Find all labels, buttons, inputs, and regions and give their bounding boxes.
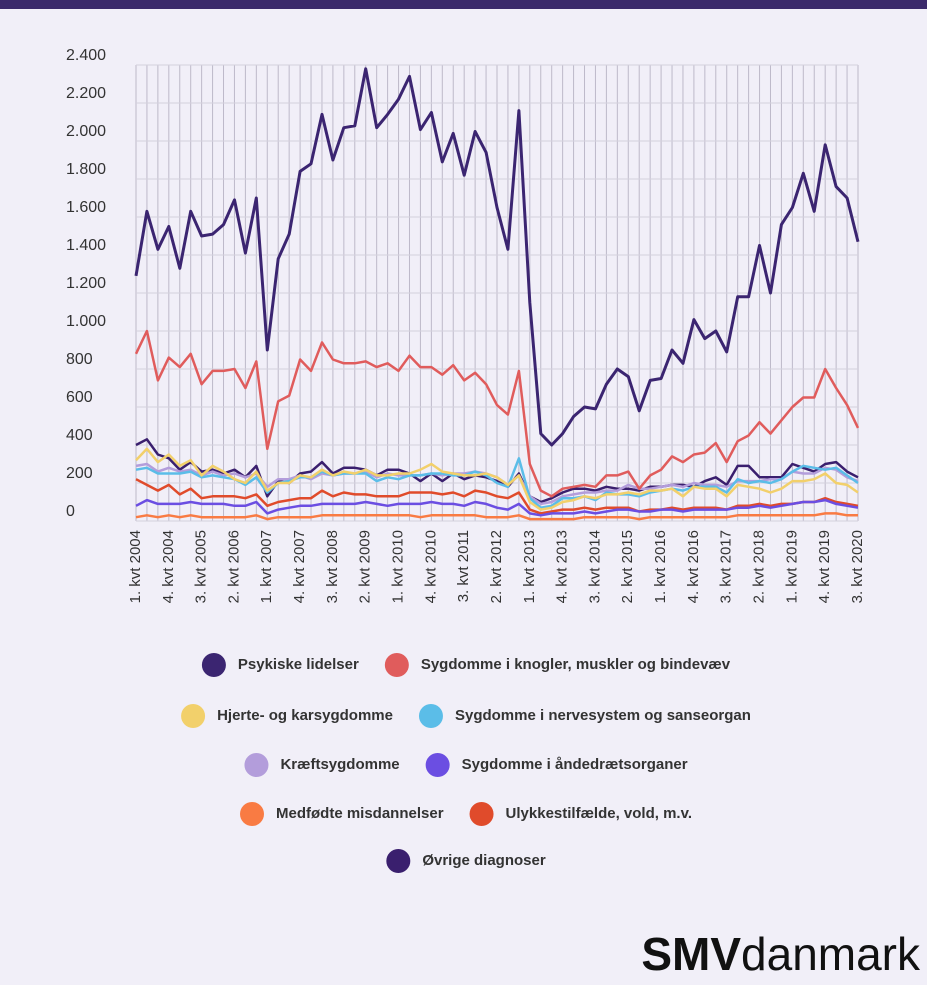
- legend-label: Ulykkestilfælde, vold, m.v.: [506, 805, 692, 822]
- series-line: [135, 478, 859, 515]
- y-tick-label: 1.000: [66, 313, 106, 330]
- x-tick-label: 3. kvt 2020: [849, 530, 866, 603]
- legend-label: Sygdomme i åndedrætsorganer: [462, 756, 688, 773]
- brand-logo: SMVdanmark: [641, 928, 921, 980]
- x-tick-label: 2. kvt 2018: [751, 530, 768, 603]
- x-tick-label: 3. kvt 2014: [586, 530, 603, 603]
- legend-swatch: [201, 653, 226, 677]
- legend-swatch: [418, 704, 443, 728]
- series-line: [134, 67, 860, 447]
- series-line: [135, 498, 859, 517]
- x-tick-label: 1. kvt 2007: [258, 530, 275, 603]
- legend-row: Hjerte- og karsygdomme Sygdomme i nervesy…: [181, 704, 751, 728]
- x-tick-label: 1. kvt 2004: [127, 530, 144, 603]
- legend-label: Medfødte misdannelser: [276, 805, 444, 822]
- legend-label: Sygdomme i knogler, muskler og bindevæv: [421, 656, 731, 673]
- legend-label: Hjerte- og karsygdomme: [217, 707, 393, 724]
- legend-row: Øvrige diagnoser: [386, 849, 546, 873]
- legend-row: Psykiske lidelser Sygdomme i knogler, mus…: [201, 653, 731, 677]
- y-tick-label: 400: [66, 427, 93, 444]
- legend-label: Sygdomme i nervesystem og sanseorgan: [455, 707, 751, 724]
- x-tick-label: 1. kvt 2019: [783, 530, 800, 603]
- legend-label: Kræftsygdomme: [280, 756, 399, 773]
- series-line: [135, 457, 859, 509]
- y-tick-label: 2.200: [66, 85, 106, 102]
- legend-swatch: [384, 653, 409, 677]
- brand-light: danmark: [741, 928, 921, 980]
- legend-swatch: [244, 753, 269, 777]
- x-tick-label: 2. kvt 2009: [357, 530, 374, 603]
- y-tick-label: 200: [66, 465, 93, 482]
- legend-swatch: [240, 802, 264, 826]
- top-bar: [0, 0, 927, 9]
- x-tick-label: 4. kvt 2019: [816, 530, 833, 603]
- y-tick-label: 2.000: [66, 123, 106, 140]
- x-tick-label: 3. kvt 2017: [718, 530, 735, 603]
- y-tick-label: 1.400: [66, 237, 106, 254]
- y-tick-label: 800: [66, 351, 93, 368]
- brand-bold: SMV: [641, 928, 741, 980]
- legend-row: Medfødte misdannelser Ulykkestilfælde, vo…: [240, 802, 692, 826]
- x-tick-label: 1. kvt 2013: [521, 530, 538, 603]
- x-tick-label: 1. kvt 2010: [390, 530, 407, 603]
- x-tick-label: 4. kvt 2013: [554, 530, 571, 603]
- series-line: [135, 512, 858, 521]
- y-tick-label: 2.400: [66, 47, 106, 64]
- series-line: [135, 438, 859, 504]
- x-tick-label: 3. kvt 2008: [324, 530, 341, 603]
- x-tick-label: 3. kvt 2011: [455, 530, 472, 602]
- legend-label: Psykiske lidelser: [238, 656, 359, 673]
- legend-swatch: [425, 753, 450, 777]
- legend-row: Kræftsygdomme Sygdomme i åndedrætsorganer: [244, 753, 688, 777]
- x-tick-label: 1. kvt 2016: [652, 530, 669, 603]
- y-tick-label: 1.200: [66, 275, 106, 292]
- y-tick-label: 1.800: [66, 161, 106, 178]
- x-tick-label: 2. kvt 2006: [225, 530, 242, 603]
- legend-swatch: [469, 802, 494, 826]
- y-tick-label: 0: [66, 503, 75, 520]
- y-tick-label: 600: [66, 389, 93, 406]
- series-line: [135, 447, 859, 511]
- x-tick-label: 4. kvt 2004: [160, 530, 177, 603]
- series-line: [134, 329, 860, 498]
- x-tick-label: 3. kvt 2005: [193, 530, 210, 603]
- legend-swatch: [386, 849, 411, 873]
- x-tick-label: 4. kvt 2016: [685, 530, 702, 603]
- x-tick-label: 2. kvt 2015: [619, 530, 636, 603]
- x-tick-label: 2. kvt 2012: [488, 530, 505, 603]
- x-tick-label: 4. kvt 2010: [422, 530, 439, 603]
- x-tick-label: 4. kvt 2007: [291, 530, 308, 603]
- legend-swatch: [181, 704, 206, 728]
- legend-label: Øvrige diagnoser: [422, 852, 546, 869]
- y-tick-label: 1.600: [66, 199, 106, 216]
